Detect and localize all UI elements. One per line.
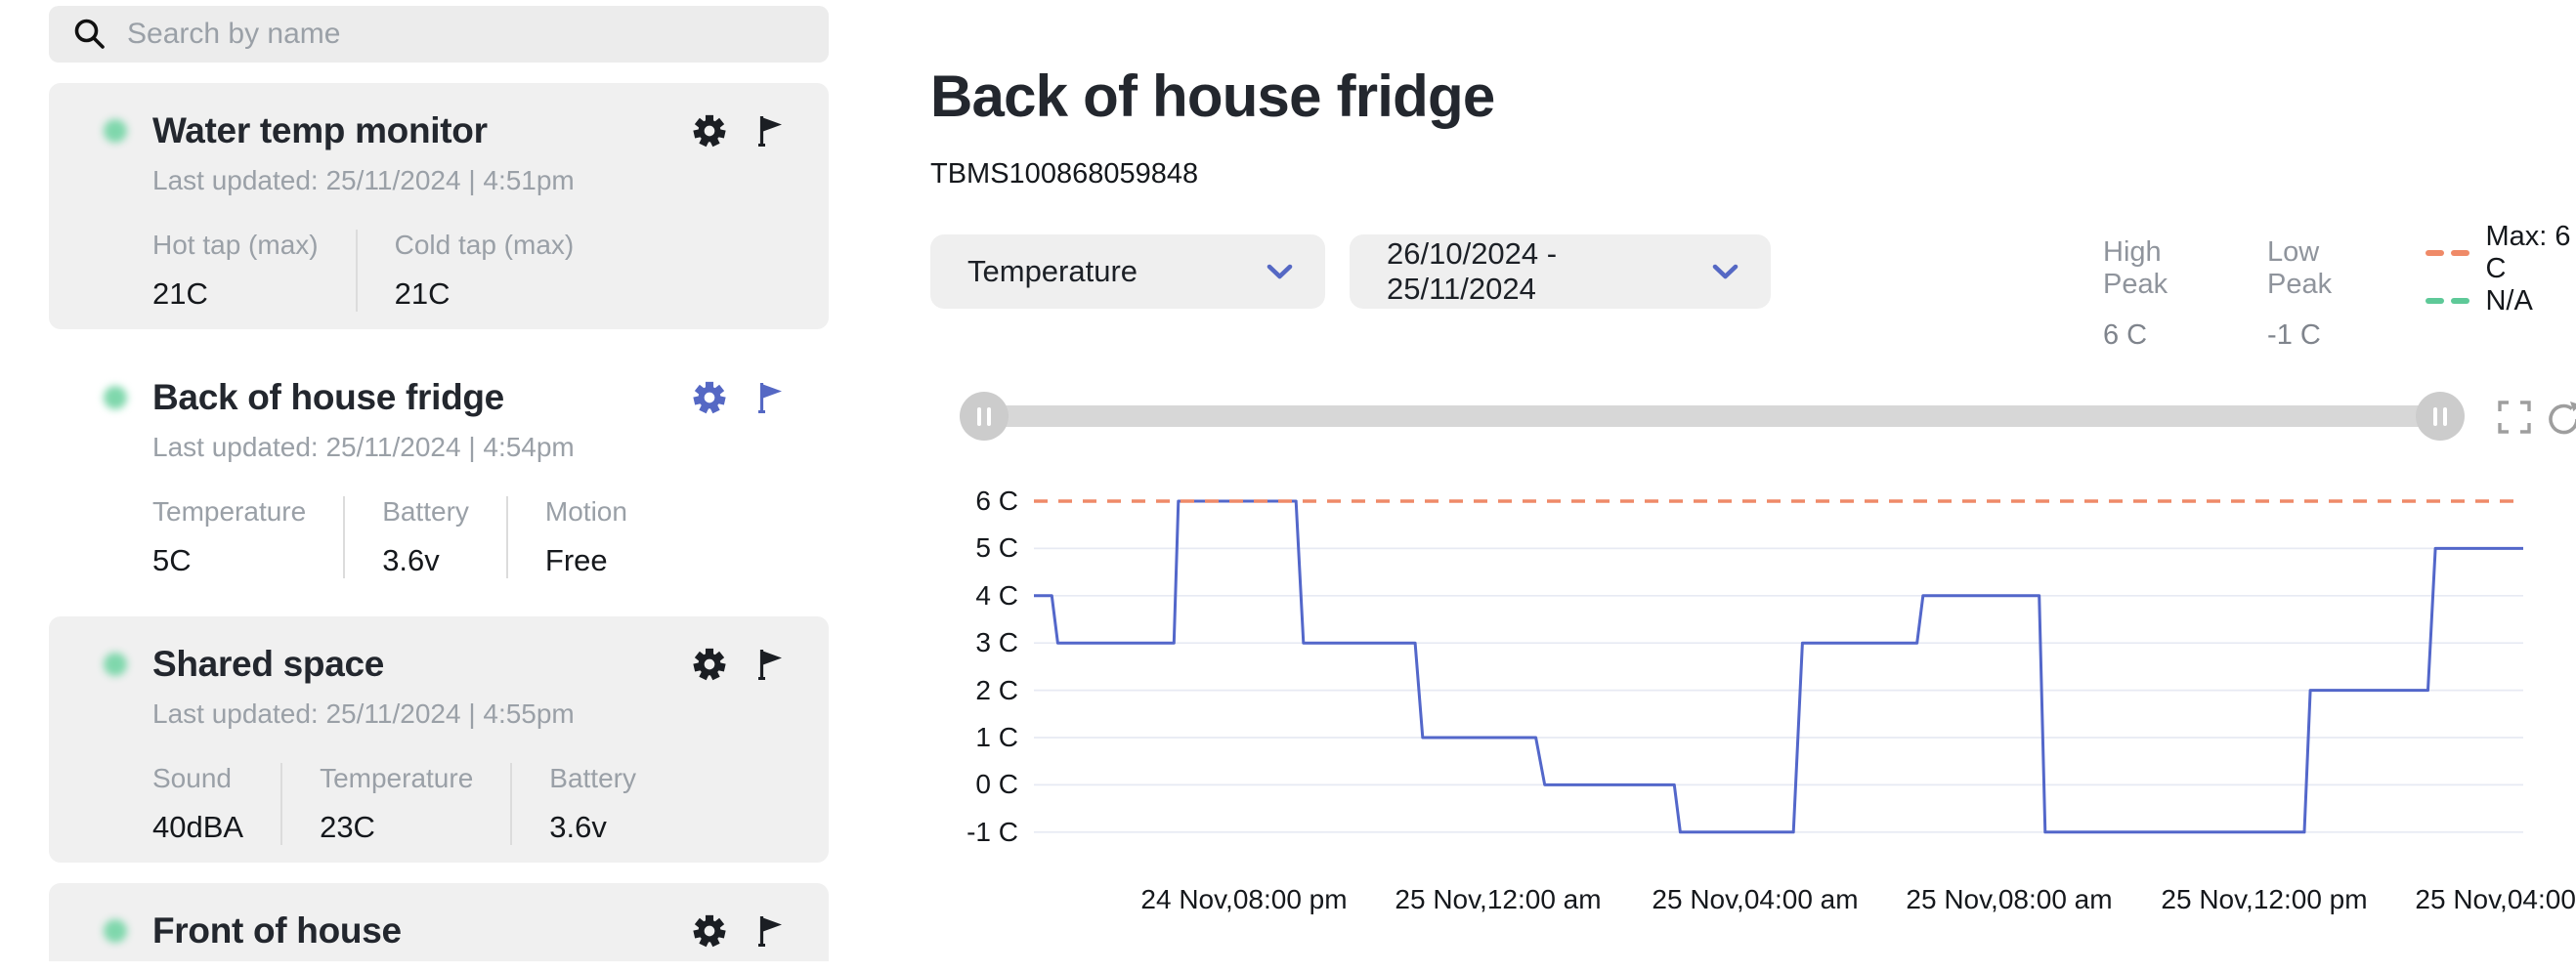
high-peak-value: 6 C — [2103, 319, 2148, 351]
stat-label: Temperature — [320, 763, 474, 793]
flag-icon[interactable] — [757, 648, 784, 681]
stat-value: 23C — [320, 810, 375, 844]
last-updated: Last updated: 25/11/2024 | 4:55pm — [152, 698, 575, 729]
x-axis-label: 25 Nov,04:00 am — [1652, 884, 1859, 914]
date-range-dropdown[interactable]: 26/10/2024 - 25/11/2024 — [1350, 234, 1771, 309]
device-stat: Battery 3.6v — [382, 496, 508, 578]
stat-label: Hot tap (max) — [152, 230, 319, 260]
x-axis-label: 25 Nov,12:00 am — [1395, 884, 1602, 914]
device-stat: Temperature 5C — [152, 496, 346, 578]
status-dot — [104, 919, 127, 943]
stat-value: 3.6v — [382, 543, 440, 577]
gear-icon[interactable] — [691, 379, 728, 416]
status-dot — [104, 653, 127, 676]
gear-icon[interactable] — [691, 912, 728, 950]
device-stat: Hot tap (max) 21C — [152, 230, 358, 312]
metric-dropdown[interactable]: Temperature — [930, 234, 1325, 309]
y-axis-label: 4 C — [975, 580, 1018, 611]
device-card[interactable]: Water temp monitor Last updated: 25/11/2… — [49, 83, 829, 329]
stat-label: Temperature — [152, 496, 307, 527]
chevron-down-icon — [1712, 264, 1739, 278]
stat-value: Free — [544, 543, 608, 577]
device-sidebar: Water temp monitor Last updated: 25/11/2… — [49, 6, 829, 961]
slider-handle-right[interactable] — [2416, 392, 2465, 441]
page-title: Back of house fridge — [930, 63, 1495, 129]
device-card[interactable]: Front of house Last updated: 25/11/2024 … — [49, 883, 829, 961]
stat-label: Battery — [549, 763, 636, 793]
slider-track[interactable] — [984, 405, 2440, 427]
x-axis-label: 25 Nov,12:00 pm — [2161, 884, 2368, 914]
search-icon — [74, 19, 105, 49]
status-dot — [104, 386, 127, 409]
device-stat: Battery 3.6v — [549, 763, 673, 845]
device-card[interactable]: Shared space Last updated: 25/11/2024 | … — [49, 616, 829, 863]
device-list: Water temp monitor Last updated: 25/11/2… — [49, 83, 829, 961]
device-card[interactable]: Back of house fridge Last updated: 25/11… — [49, 350, 829, 596]
stat-label: Battery — [382, 496, 469, 527]
x-axis-label: 25 Nov,08:00 am — [1906, 884, 2113, 914]
device-name: Shared space — [152, 644, 385, 684]
na-legend-label: N/A — [2485, 284, 2533, 317]
y-axis-label: 1 C — [975, 722, 1018, 752]
device-id: TBMS100868059848 — [930, 158, 1199, 190]
time-range-slider[interactable] — [960, 391, 2465, 442]
y-axis-label: 5 C — [975, 532, 1018, 563]
search-input[interactable] — [127, 18, 805, 51]
stat-value: 21C — [394, 276, 451, 311]
y-axis-label: 3 C — [975, 627, 1018, 657]
stat-label: Sound — [152, 763, 232, 793]
y-axis-label: 6 C — [975, 486, 1018, 516]
high-peak-label: High Peak — [2103, 236, 2168, 300]
stat-label: Cold tap (max) — [394, 230, 575, 260]
device-stat: Motion Free — [545, 496, 665, 578]
stat-value: 5C — [152, 543, 192, 577]
chart-legend: Max: 6 C N/A — [2426, 221, 2576, 352]
flag-icon[interactable] — [757, 381, 784, 414]
low-peak-label: Low Peak — [2267, 236, 2333, 300]
device-name: Back of house fridge — [152, 377, 504, 417]
fullscreen-icon[interactable] — [2496, 399, 2533, 436]
metric-dropdown-value: Temperature — [967, 254, 1138, 288]
date-range-value: 26/10/2024 - 25/11/2024 — [1387, 236, 1558, 306]
search-bar[interactable] — [49, 6, 829, 63]
refresh-icon[interactable] — [2544, 399, 2576, 440]
gear-icon[interactable] — [691, 112, 728, 149]
gear-icon[interactable] — [691, 646, 728, 683]
stat-value: 3.6v — [549, 810, 607, 844]
y-axis-label: 0 C — [975, 769, 1018, 799]
slider-handle-left[interactable] — [960, 392, 1009, 441]
y-axis-label: -1 C — [966, 817, 1018, 847]
device-stat: Temperature 23C — [320, 763, 513, 845]
device-name: Water temp monitor — [152, 110, 488, 150]
chevron-down-icon — [1267, 264, 1293, 278]
flag-icon[interactable] — [757, 914, 784, 948]
device-stat: Cold tap (max) 21C — [395, 230, 612, 312]
stat-value: 40dBA — [152, 810, 244, 844]
x-axis-label: 25 Nov,04:00 pm — [2415, 884, 2576, 914]
stat-value: 21C — [152, 276, 208, 311]
last-updated: Last updated: 25/11/2024 | 4:54pm — [152, 432, 575, 462]
device-name: Front of house — [152, 910, 402, 951]
device-stat: Sound 40dBA — [152, 763, 283, 845]
peaks-summary: High Peak 6 C Low Peak -1 C Max: 6 C N/A — [2103, 221, 2576, 352]
max-line-swatch — [2426, 250, 2470, 256]
flag-icon[interactable] — [757, 114, 784, 148]
max-legend-label: Max: 6 C — [2485, 221, 2571, 284]
status-dot — [104, 119, 127, 143]
y-axis-label: 2 C — [975, 675, 1018, 705]
stat-label: Motion — [544, 496, 627, 527]
last-updated: Last updated: 25/11/2024 | 4:51pm — [152, 165, 575, 195]
na-line-swatch — [2426, 298, 2470, 304]
low-peak-value: -1 C — [2267, 319, 2321, 351]
x-axis-label: 24 Nov,08:00 pm — [1140, 884, 1348, 914]
temperature-chart — [1034, 499, 2523, 834]
